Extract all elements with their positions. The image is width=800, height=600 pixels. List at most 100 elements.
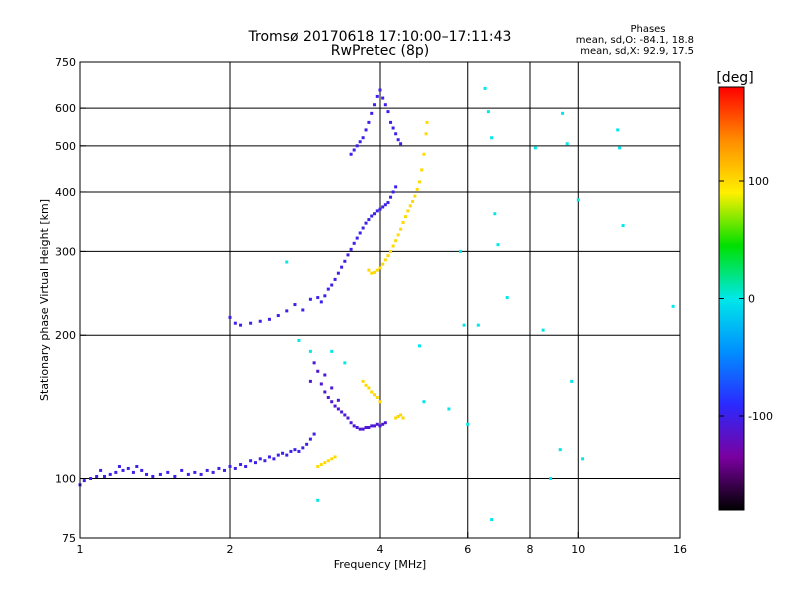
data-point: [391, 126, 395, 130]
x-tick-label: 6: [464, 543, 471, 556]
y-tick-label: 300: [55, 245, 76, 258]
data-point: [616, 128, 620, 132]
data-point: [330, 283, 334, 287]
data-point: [301, 446, 305, 450]
data-point: [103, 474, 107, 478]
data-point: [401, 416, 405, 420]
data-point: [336, 407, 340, 411]
data-point: [370, 390, 374, 394]
data-point: [394, 132, 398, 136]
data-point: [330, 400, 334, 404]
data-point: [343, 259, 347, 263]
data-point: [466, 422, 470, 426]
data-point: [399, 413, 403, 417]
data-point: [217, 466, 221, 470]
data-point: [381, 262, 385, 266]
x-tick-label: 8: [527, 543, 534, 556]
data-point: [396, 233, 400, 237]
data-point: [308, 437, 312, 441]
data-point: [343, 361, 347, 365]
data-point: [361, 427, 365, 431]
data-point: [308, 297, 312, 301]
chart-title: Tromsø 20170618 17:10:00–17:11:43: [248, 29, 512, 45]
data-point: [565, 142, 569, 146]
data-point: [358, 140, 362, 144]
data-point: [373, 393, 377, 397]
data-point: [355, 144, 359, 148]
data-point: [211, 470, 215, 474]
data-point: [375, 268, 379, 272]
data-point: [490, 518, 494, 522]
data-point: [326, 395, 330, 399]
data-point: [541, 328, 545, 332]
data-point: [389, 249, 393, 253]
data-point: [408, 204, 412, 208]
data-point: [496, 243, 500, 247]
data-point: [301, 308, 305, 312]
data-point: [263, 459, 267, 463]
data-point: [333, 277, 337, 281]
data-point: [352, 424, 356, 428]
data-point: [381, 422, 385, 426]
data-point: [326, 287, 330, 291]
data-point: [399, 142, 403, 146]
colorbar-tick-label: 100: [748, 175, 769, 188]
data-point: [340, 410, 344, 414]
data-point: [370, 424, 374, 428]
data-point: [358, 427, 362, 431]
x-axis-label: Frequency [MHz]: [334, 558, 426, 571]
data-point: [361, 226, 365, 230]
data-point: [394, 185, 398, 189]
data-point: [462, 323, 466, 327]
data-point: [361, 136, 365, 140]
data-point: [375, 94, 379, 98]
data-point: [249, 459, 253, 463]
x-tick-label: 10: [571, 543, 585, 556]
data-point: [323, 461, 327, 465]
y-tick-label: 400: [55, 186, 76, 199]
data-point: [312, 432, 316, 436]
data-point: [297, 449, 301, 453]
data-point: [258, 319, 262, 323]
data-point: [458, 249, 462, 253]
data-point: [381, 96, 385, 100]
data-point: [319, 463, 323, 467]
data-point: [249, 321, 253, 325]
data-point: [319, 382, 323, 386]
chart-subtitle: RwPretec (8p): [331, 43, 429, 59]
data-point: [373, 103, 377, 107]
data-point: [367, 268, 371, 272]
data-point: [378, 266, 382, 270]
data-point: [126, 466, 130, 470]
data-point: [173, 474, 177, 478]
data-point: [389, 195, 393, 199]
data-point: [576, 198, 580, 202]
data-point: [386, 110, 390, 114]
legend-line-o: mean, sd,O: -84.1, 18.8: [576, 35, 694, 46]
data-point: [420, 168, 424, 172]
data-point: [493, 212, 497, 216]
data-point: [558, 448, 562, 452]
data-point: [121, 468, 125, 472]
data-point: [401, 221, 405, 225]
data-point: [383, 103, 387, 107]
data-point: [367, 425, 371, 429]
data-point: [349, 421, 353, 425]
data-point: [486, 110, 490, 114]
data-point: [258, 457, 262, 461]
data-point: [425, 120, 429, 124]
data-point: [383, 258, 387, 262]
colorbar-ticks: 100 0 -100: [719, 175, 773, 423]
data-point: [381, 205, 385, 209]
data-point: [285, 260, 289, 264]
data-point: [330, 457, 334, 461]
data-point: [417, 344, 421, 348]
data-point: [581, 457, 585, 461]
data-point: [276, 314, 280, 318]
y-tick-label: 200: [55, 329, 76, 342]
data-point: [114, 470, 118, 474]
data-point: [205, 468, 209, 472]
data-point: [364, 383, 368, 387]
data-point: [386, 201, 390, 205]
data-point: [570, 379, 574, 383]
